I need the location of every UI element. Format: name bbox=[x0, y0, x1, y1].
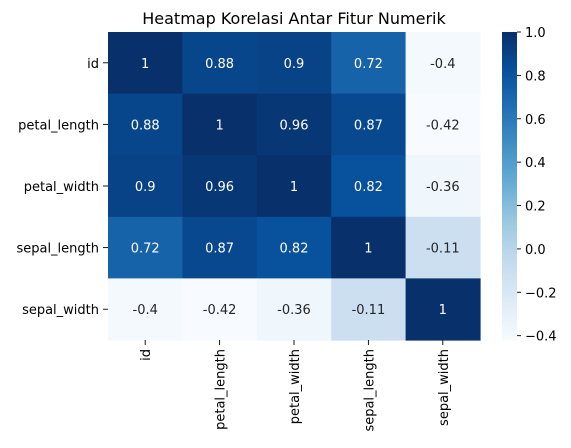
heatmap-cells bbox=[108, 32, 481, 341]
cell-annotation: 1 bbox=[439, 303, 447, 318]
colorbar-gradient bbox=[502, 32, 517, 340]
y-tick-label: sepal_length bbox=[16, 242, 99, 257]
heatmap-cell bbox=[256, 155, 332, 218]
colorbar-tick-label: 0.2 bbox=[525, 200, 546, 215]
heatmap-cell bbox=[108, 155, 183, 218]
cell-annotation: 0.72 bbox=[131, 242, 160, 257]
cell-annotation: -0.4 bbox=[133, 303, 158, 318]
colorbar-tick-label: −0.2 bbox=[525, 286, 557, 301]
heatmap-cell bbox=[405, 278, 481, 341]
x-tick-label: petal_width bbox=[288, 349, 303, 424]
cell-annotation: 0.88 bbox=[131, 118, 160, 133]
heatmap-cell bbox=[256, 32, 332, 95]
colorbar-tick-label: 0.8 bbox=[525, 69, 546, 84]
cell-annotation: -0.11 bbox=[352, 303, 386, 318]
y-tick-label: id bbox=[87, 57, 99, 72]
heatmap-cell bbox=[331, 93, 407, 156]
colorbar-tick-label: −0.4 bbox=[525, 330, 557, 345]
cell-annotation: 0.87 bbox=[205, 242, 234, 257]
cell-annotation: 0.9 bbox=[135, 180, 156, 195]
heatmap-cell bbox=[331, 278, 407, 341]
heatmap-cell bbox=[331, 216, 407, 279]
heatmap-cell bbox=[256, 93, 332, 156]
cell-annotation: 1 bbox=[364, 242, 372, 257]
x-tick-label: sepal_length bbox=[362, 349, 377, 432]
y-axis: id petal_length petal_width sepal_lengthsep… bbox=[16, 57, 108, 318]
x-tick-label: sepal_width bbox=[437, 349, 452, 426]
cell-annotation: 0.87 bbox=[354, 118, 383, 133]
colorbar-tick-label: 0.6 bbox=[525, 113, 546, 128]
heatmap-cell bbox=[182, 32, 258, 95]
heatmap-cell bbox=[108, 216, 183, 279]
heatmap-cell bbox=[405, 32, 481, 95]
heatmap-cell bbox=[108, 278, 183, 341]
colorbar-tick-label: 0.4 bbox=[525, 156, 546, 171]
heatmap-cell bbox=[405, 93, 481, 156]
cell-annotation: 0.82 bbox=[280, 242, 309, 257]
heatmap-cell bbox=[331, 32, 407, 95]
colorbar-tick-label: 0.0 bbox=[525, 243, 546, 258]
heatmap-cell bbox=[182, 278, 258, 341]
colorbar-tick-label: 1.0 bbox=[525, 26, 546, 41]
heatmap-cell-labels: 1 0.88 0.9 0.72 -0.4 0.88 1 0.96 0.87 -0.42 0.9 0.9… bbox=[131, 57, 460, 318]
heatmap-cell bbox=[108, 32, 183, 95]
heatmap-cell bbox=[405, 155, 481, 218]
cell-annotation: -0.36 bbox=[426, 180, 460, 195]
heatmap-cell bbox=[108, 93, 183, 156]
heatmap-cell bbox=[256, 216, 332, 279]
cell-annotation: 1 bbox=[290, 180, 298, 195]
cell-annotation: -0.4 bbox=[430, 57, 455, 72]
cell-annotation: -0.42 bbox=[203, 303, 237, 318]
y-tick-label: petal_width bbox=[24, 180, 99, 195]
cell-annotation: 0.88 bbox=[205, 57, 234, 72]
y-tick-label: petal_length bbox=[18, 118, 99, 133]
heatmap-cell bbox=[331, 155, 407, 218]
heatmap-cell bbox=[182, 93, 258, 156]
chart-title: Heatmap Korelasi Antar Fitur Numerik bbox=[142, 9, 446, 28]
cell-annotation: 0.9 bbox=[284, 57, 305, 72]
heatmap-cell bbox=[256, 278, 332, 341]
cell-annotation: -0.36 bbox=[277, 303, 311, 318]
cell-annotation: 0.82 bbox=[354, 180, 383, 195]
cell-annotation: -0.11 bbox=[426, 242, 460, 257]
x-axis: id petal_length petal_width sepal_length sep… bbox=[139, 340, 452, 432]
cell-annotation: -0.42 bbox=[426, 118, 460, 133]
heatmap-cell bbox=[405, 216, 481, 279]
cell-annotation: 1 bbox=[141, 57, 149, 72]
cell-annotation: 0.96 bbox=[205, 180, 234, 195]
colorbar: 1.0 0.8 0.6 0.4 0.2 0.0 −0.2 −0.4 bbox=[502, 26, 557, 345]
y-tick-label: sepal_width bbox=[22, 303, 99, 318]
heatmap-cell bbox=[182, 155, 258, 218]
cell-annotation: 0.96 bbox=[280, 118, 309, 133]
heatmap-cell bbox=[182, 216, 258, 279]
cell-annotation: 1 bbox=[215, 118, 223, 133]
cell-annotation: 0.72 bbox=[354, 57, 383, 72]
x-tick-label: id bbox=[139, 349, 154, 361]
x-tick-label: petal_length bbox=[214, 349, 229, 430]
